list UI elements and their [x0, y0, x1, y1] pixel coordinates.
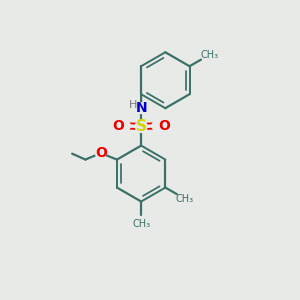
Circle shape: [120, 121, 130, 131]
Text: S: S: [136, 119, 147, 134]
Text: H: H: [129, 100, 137, 110]
Circle shape: [136, 103, 146, 113]
Text: CH₃: CH₃: [176, 194, 194, 204]
Text: CH₃: CH₃: [200, 50, 218, 60]
Text: CH₃: CH₃: [132, 219, 150, 229]
Circle shape: [95, 148, 106, 158]
Text: N: N: [135, 101, 147, 115]
Text: O: O: [95, 146, 107, 160]
Circle shape: [152, 121, 163, 131]
Circle shape: [135, 121, 147, 132]
Text: O: O: [112, 119, 124, 133]
Text: O: O: [158, 119, 170, 133]
